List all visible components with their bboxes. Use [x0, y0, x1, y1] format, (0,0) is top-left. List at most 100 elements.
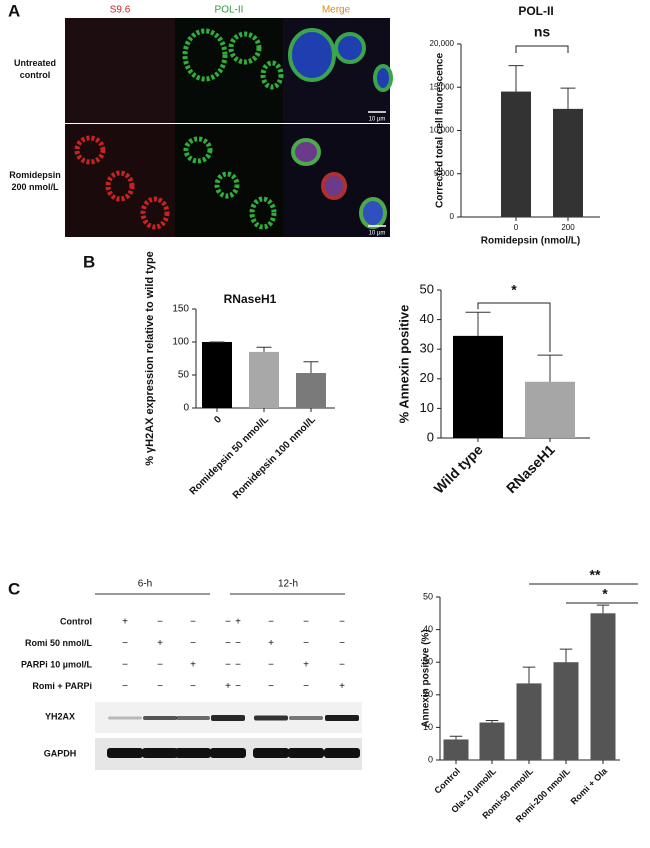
bar — [443, 739, 469, 760]
sign: − — [190, 681, 196, 692]
y-tick-label: 10,000 — [430, 126, 455, 135]
sign: − — [157, 681, 163, 692]
bar — [553, 108, 583, 217]
sign: − — [225, 617, 231, 628]
x-tick-label: Romi + Ola — [569, 765, 610, 806]
error-bar — [522, 666, 536, 684]
sign: − — [303, 617, 309, 628]
bar — [479, 722, 505, 760]
band — [253, 748, 289, 758]
y-axis-label: % Annexin positive — [396, 305, 411, 424]
y-tick-label: 50 — [423, 591, 433, 601]
y-axis-label: % γH2AX expression relative to wild type — [144, 251, 156, 466]
panel-label: A — [8, 1, 20, 20]
sign: − — [157, 660, 163, 671]
condition-label: Romi 50 nmol/L — [25, 638, 93, 648]
significance-bracket — [477, 302, 551, 353]
x-tick-label: Romidepsin 100 nmol/L — [231, 414, 318, 501]
band-label: YH2AX — [45, 711, 75, 721]
sign: − — [268, 617, 274, 628]
bar — [553, 662, 579, 760]
y-tick-label: 20 — [423, 689, 433, 699]
sign: − — [339, 638, 345, 649]
x-tick-label: Wild type — [431, 441, 486, 496]
x-axis-label: Romidepsin (nmol/L) — [481, 236, 580, 247]
band — [176, 716, 210, 720]
sign: − — [303, 638, 309, 649]
significance-label: ** — [590, 567, 601, 583]
condition-label: PARPi 10 µmol/L — [21, 659, 93, 669]
band — [211, 715, 245, 721]
sign: + — [268, 638, 274, 649]
sign: − — [235, 660, 241, 671]
sign: − — [339, 660, 345, 671]
condition-label: Romi + PARPi — [32, 681, 92, 691]
y-tick-label: 0 — [183, 403, 189, 414]
y-tick-label: 20,000 — [430, 39, 455, 48]
y-tick-label: 40 — [420, 311, 434, 326]
y-tick-label: 50 — [420, 281, 434, 296]
column-label: Merge — [322, 5, 351, 16]
band — [289, 716, 323, 720]
error-bar — [303, 361, 319, 374]
bar — [249, 351, 279, 408]
error-bar — [559, 648, 573, 663]
chart-title: RNaseH1 — [224, 292, 277, 306]
x-tick-label: Romidepsin 50 nmol/L — [188, 414, 271, 497]
band — [288, 748, 324, 758]
band — [107, 748, 143, 758]
row-label: Romidepsin 200 nmol/L — [9, 170, 61, 192]
sign: − — [268, 681, 274, 692]
x-tick-label: Control — [432, 766, 462, 796]
x-tick-label: 0 — [514, 223, 519, 232]
sign: + — [235, 617, 241, 628]
x-tick-label: 0 — [212, 414, 224, 426]
bar — [453, 335, 503, 438]
error-bar — [485, 720, 499, 723]
bar — [501, 91, 531, 217]
microscopy: 10 µm 10 µm S9.6 POL-II Merge Untreated c… — [9, 5, 393, 237]
panel-label: B — [83, 252, 95, 271]
scale-label: 10 µm — [369, 117, 386, 123]
sign: − — [303, 681, 309, 692]
y-tick-label: 0 — [427, 429, 434, 444]
band — [108, 716, 142, 720]
sign: − — [339, 617, 345, 628]
sign: − — [235, 681, 241, 692]
x-tick-label: 200 — [561, 223, 575, 232]
sign: − — [225, 638, 231, 649]
band — [142, 748, 178, 758]
y-tick-label: 5,000 — [434, 169, 455, 178]
sign: − — [268, 660, 274, 671]
band — [325, 715, 359, 721]
sign: + — [339, 681, 345, 692]
error-bar — [465, 311, 491, 336]
chart-title: POL-II — [518, 4, 553, 18]
sign: + — [190, 660, 196, 671]
sign: + — [225, 681, 231, 692]
y-tick-label: 0 — [428, 754, 433, 764]
sign: − — [190, 638, 196, 649]
column-label: POL-II — [215, 5, 244, 16]
column-label: S9.6 — [110, 5, 131, 16]
y-tick-label: 40 — [423, 624, 433, 634]
bar — [202, 342, 232, 408]
blot-strips — [95, 702, 362, 770]
sign: − — [157, 617, 163, 628]
bar — [516, 683, 542, 760]
bar — [525, 381, 575, 438]
group-label: 6-h — [138, 579, 152, 590]
y-tick-label: 10 — [420, 400, 434, 415]
band — [143, 716, 177, 720]
error-bar — [508, 65, 524, 92]
y-tick-label: 150 — [172, 304, 189, 315]
image — [175, 124, 283, 237]
significance-label: ns — [534, 24, 551, 40]
x-tick-label: RNaseH1 — [503, 441, 558, 496]
significance-label: * — [602, 586, 608, 602]
error-bar — [596, 604, 610, 614]
bar — [590, 613, 616, 760]
y-tick-label: 30 — [423, 657, 433, 667]
y-tick-label: 20 — [420, 370, 434, 385]
group-label: 12-h — [278, 579, 298, 590]
